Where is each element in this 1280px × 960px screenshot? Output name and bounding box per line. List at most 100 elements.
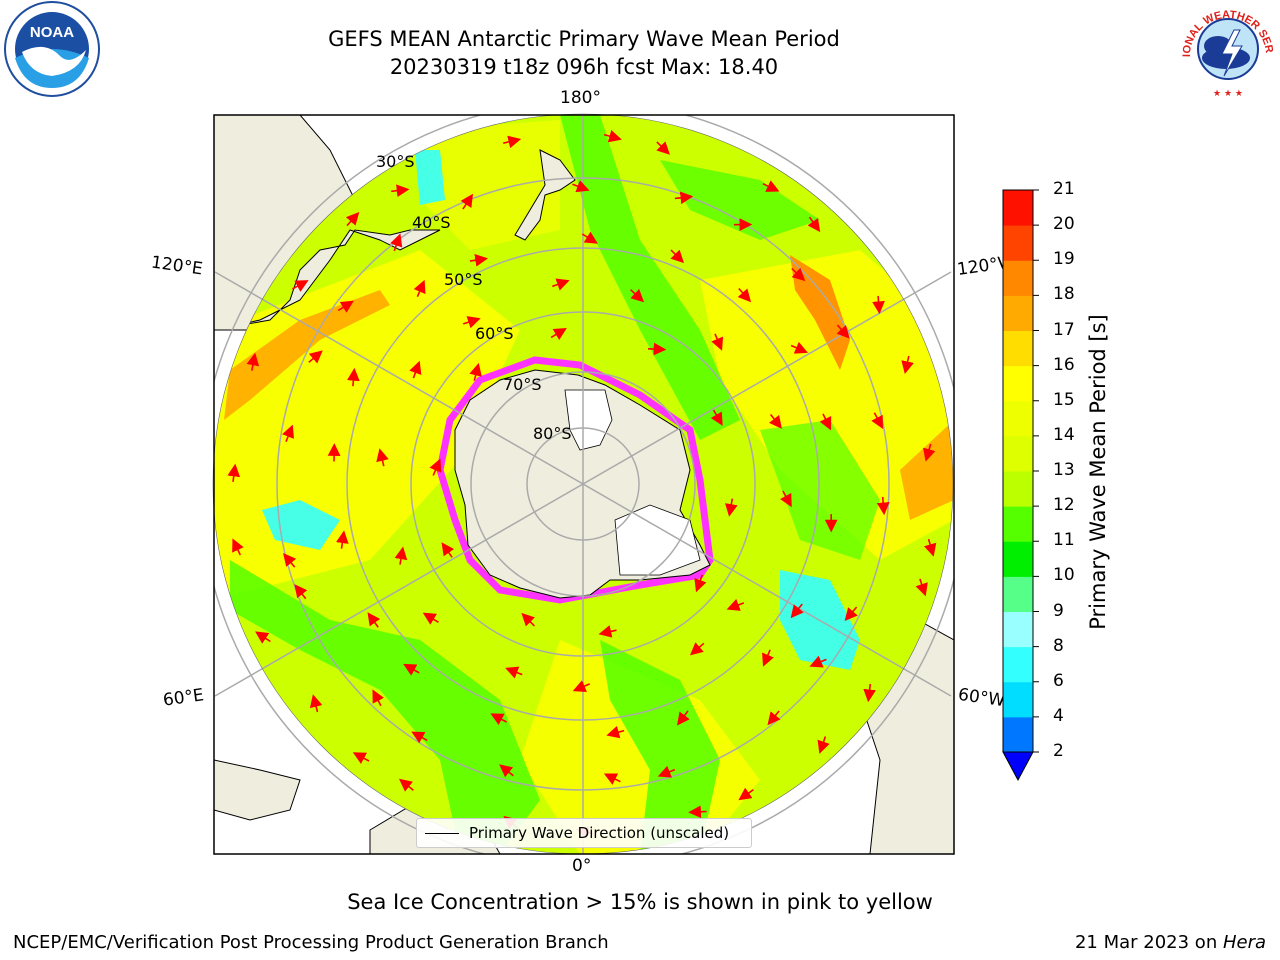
wave-direction-arrow <box>670 249 684 264</box>
wave-direction-arrow <box>521 612 535 627</box>
wave-direction-arrow <box>871 412 883 430</box>
wave-direction-arrow <box>376 448 389 467</box>
land-australia-inner <box>214 229 441 331</box>
land-africa <box>214 759 301 821</box>
wave-direction-arrow <box>309 694 323 713</box>
wave-direction-arrow <box>499 764 514 778</box>
wave-direction-arrow <box>725 498 738 517</box>
wave-direction-arrow <box>390 233 403 252</box>
wave-direction-arrow <box>876 496 890 516</box>
wave-direction-arrow <box>767 710 781 726</box>
graticule <box>214 115 954 854</box>
wave-direction-arrow <box>283 552 297 568</box>
colorbar-tick-label: 9 <box>1053 600 1064 621</box>
colorbar-tick-label: 11 <box>1053 530 1075 551</box>
colorbar-tick-label: 2 <box>1053 741 1064 761</box>
lon-label-180: 180° <box>560 88 601 108</box>
wave-direction-arrow <box>737 287 752 303</box>
colorbar-segment <box>1003 681 1033 718</box>
sea-ice-note: Sea Ice Concentration > 15% is shown in … <box>347 890 933 914</box>
wave-direction-arrow <box>255 631 271 644</box>
wave-direction-arrow <box>790 603 804 619</box>
sea-ice-ring <box>436 356 714 604</box>
colorbar-segment <box>1003 611 1033 648</box>
wave-direction-arrow <box>872 295 885 315</box>
footer-date-text: 21 Mar 2023 on <box>1074 932 1223 953</box>
colorbar-tick-label: 18 <box>1053 284 1075 305</box>
wave-direction-arrow <box>462 316 481 329</box>
wave-direction-arrow <box>367 612 381 628</box>
footer-host: Hera <box>1222 932 1266 953</box>
colorbar-segment <box>1003 260 1033 296</box>
lat-label-70s: 70°S <box>503 375 542 394</box>
wave-direction-arrow <box>710 409 723 426</box>
colorbar-label: Primary Wave Mean Period [s] <box>1086 314 1110 630</box>
colorbar-tick-label: 6 <box>1053 670 1064 691</box>
wave-direction-arrow <box>503 135 522 149</box>
wave-direction-arrow <box>372 689 385 707</box>
svg-text:★ ★ ★: ★ ★ ★ <box>1213 89 1243 99</box>
wave-direction-arrow <box>674 191 694 205</box>
colorbar-tick-label: 12 <box>1053 495 1075 516</box>
wave-direction-arrow <box>232 538 244 556</box>
wave-direction-arrow <box>603 129 622 143</box>
wave-direction-arrow <box>394 546 408 565</box>
wave-direction-arrow <box>809 655 827 668</box>
colorbar-segment <box>1003 225 1033 261</box>
colorbar-segment <box>1003 365 1033 402</box>
wave-direction-arrow <box>915 578 928 597</box>
wave-direction-arrow <box>817 736 830 754</box>
colorbar-tick-label: 17 <box>1053 319 1075 340</box>
colorbar-segment <box>1003 471 1033 507</box>
map-legend: Primary Wave Direction (unscaled) <box>416 818 752 848</box>
wave-direction-arrow <box>844 606 858 622</box>
wave-direction-arrows <box>227 129 937 839</box>
wave-direction-arrow <box>550 328 567 341</box>
wave-direction-arrow <box>901 355 914 375</box>
lat-label-50s: 50°S <box>444 270 483 289</box>
wave-direction-arrow <box>441 542 455 558</box>
wave-direction-arrow <box>552 278 570 291</box>
colorbar-segment <box>1003 646 1033 683</box>
nws-logo: NATIONAL WEATHER SERVICE ★ ★ ★ <box>1176 0 1275 99</box>
wave-direction-arrow <box>762 180 780 192</box>
colorbar-segment <box>1003 400 1033 437</box>
weddell-ice-shelf <box>614 504 701 576</box>
wave-direction-arrow <box>819 413 832 431</box>
colorbar-segment <box>1003 576 1033 612</box>
map-frame <box>213 114 955 855</box>
wave-direction-arrow <box>711 333 724 351</box>
lat-label-30s: 30°S <box>376 152 415 171</box>
wave-direction-arrow <box>647 342 667 356</box>
wave-direction-arrow <box>411 731 428 744</box>
svg-text:NOAA: NOAA <box>30 24 74 41</box>
wave-direction-arrow <box>923 443 936 462</box>
wave-direction-arrow <box>403 663 420 676</box>
wave-direction-arrow <box>282 424 294 442</box>
colorbar <box>1002 189 1039 782</box>
wave-direction-arrow <box>505 666 523 679</box>
wave-direction-arrow <box>657 765 676 778</box>
footer-branch: NCEP/EMC/Verification Post Processing Pr… <box>13 932 609 953</box>
colorbar-segment <box>1003 541 1033 577</box>
wave-direction-arrow <box>790 341 808 354</box>
wave-direction-arrow <box>422 612 439 625</box>
wave-direction-arrow <box>603 773 621 785</box>
colorbar-segment <box>1003 506 1033 542</box>
wave-direction-arrow <box>923 538 937 557</box>
colorbar-tick-label: 19 <box>1053 249 1075 270</box>
wave-direction-arrow <box>836 324 850 339</box>
colorbar-tick-label: 4 <box>1053 705 1064 726</box>
wave-direction-arrow <box>429 458 442 476</box>
footer-date: 21 Mar 2023 on Hera <box>1075 932 1266 953</box>
wave-direction-arrow <box>409 360 422 379</box>
wave-direction-arrow <box>227 463 241 483</box>
legend-label: Primary Wave Direction (unscaled) <box>469 824 730 842</box>
lon-label-0: 0° <box>572 856 592 876</box>
wave-direction-arrow <box>738 787 754 801</box>
wave-direction-arrow <box>689 642 705 656</box>
wave-direction-arrow <box>246 352 260 371</box>
colorbar-tick-label: 21 <box>1053 179 1075 199</box>
colorbar-extend-triangle <box>1002 751 1034 782</box>
